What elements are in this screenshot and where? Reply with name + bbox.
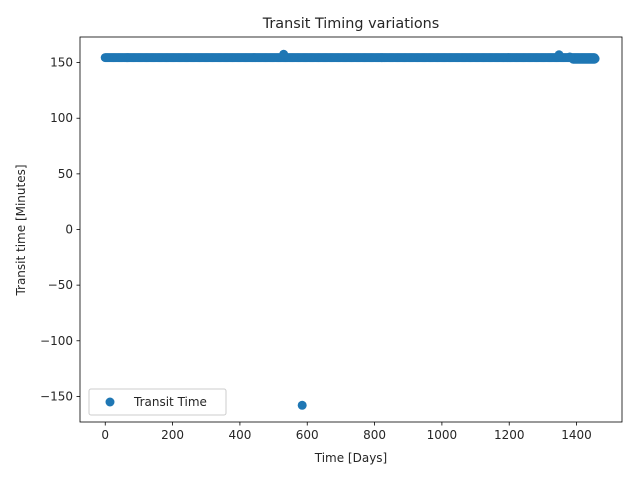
- y-tick-label: −50: [48, 278, 73, 292]
- data-point: [565, 52, 575, 62]
- x-tick-label: 200: [161, 428, 184, 442]
- x-tick-label: 400: [228, 428, 251, 442]
- y-axis-label: Transit time [Minutes]: [14, 164, 28, 296]
- x-tick-label: 800: [363, 428, 386, 442]
- y-tick-label: 150: [50, 56, 73, 70]
- x-tick-label: 1400: [561, 428, 592, 442]
- data-points: [100, 49, 600, 410]
- y-tick-label: −100: [40, 334, 73, 348]
- x-tick-label: 0: [101, 428, 109, 442]
- data-point: [554, 50, 564, 60]
- y-tick-label: −150: [40, 389, 73, 403]
- x-tick-label: 600: [296, 428, 319, 442]
- data-point: [590, 54, 600, 64]
- legend-label: Transit Time: [133, 395, 207, 409]
- y-tick-label: 100: [50, 111, 73, 125]
- chart-title: Transit Timing variations: [262, 16, 440, 32]
- y-tick-label: 50: [58, 167, 73, 181]
- data-point: [279, 49, 289, 59]
- x-axis-label: Time [Days]: [314, 451, 388, 465]
- data-point: [297, 400, 307, 410]
- plot-frame: [79, 36, 623, 423]
- x-tick-label: 1000: [427, 428, 458, 442]
- y-axis-ticks: −150 −100 −50 0 50 100 150: [40, 56, 80, 403]
- x-axis-ticks: 0 200 400 600 800 1000 1200 1400: [101, 422, 592, 442]
- y-tick-label: 0: [65, 223, 73, 237]
- legend: Transit Time: [88, 388, 227, 416]
- legend-box: [88, 388, 227, 416]
- legend-marker: [105, 397, 115, 407]
- x-tick-label: 1200: [494, 428, 525, 442]
